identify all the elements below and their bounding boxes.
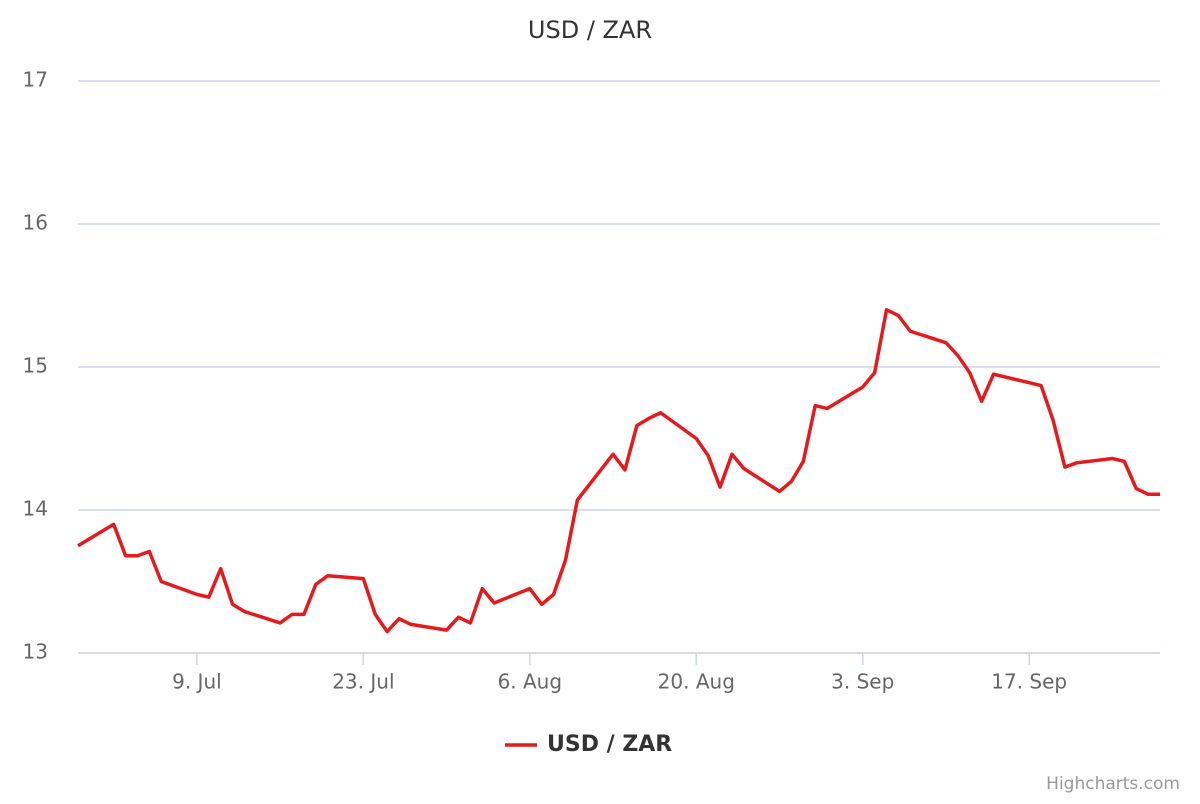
y-tick-label: 13: [23, 640, 48, 664]
x-tick-label: 23. Jul: [332, 670, 394, 694]
y-tick-label: 14: [23, 497, 48, 521]
y-tick-label: 17: [23, 68, 48, 92]
y-tick-label: 16: [23, 211, 48, 235]
x-tick-label: 20. Aug: [658, 670, 735, 694]
legend-label: USD / ZAR: [547, 732, 672, 757]
x-tick-label: 17. Sep: [991, 670, 1067, 694]
x-tick-label: 3. Sep: [831, 670, 894, 694]
chart-title: USD / ZAR: [528, 16, 652, 44]
x-tick-label: 6. Aug: [498, 670, 563, 694]
credits: Highcharts.com: [1046, 774, 1180, 794]
y-tick-label: 15: [23, 354, 48, 378]
series-line: [77, 308, 1160, 634]
x-tick-label: 9. Jul: [172, 670, 222, 694]
